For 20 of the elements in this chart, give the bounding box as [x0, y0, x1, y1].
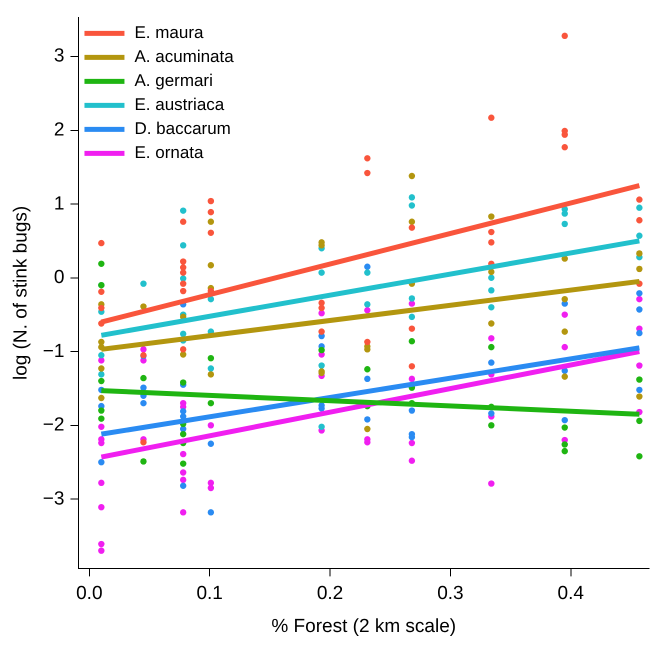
- y-tick-label: 0: [54, 267, 64, 288]
- y-tick-label: −3: [42, 488, 64, 510]
- y-tick-label: −2: [42, 414, 64, 436]
- legend-label: E. ornata: [134, 143, 204, 162]
- y-axis-title: log (N. of stink bugs): [10, 206, 32, 380]
- y-tick-label: 2: [54, 119, 64, 140]
- x-tick-label: 0.1: [196, 583, 223, 604]
- x-axis-title: % Forest (2 km scale): [271, 616, 456, 637]
- x-tick-label: 0.0: [76, 583, 103, 604]
- legend-label: E. maura: [134, 23, 204, 42]
- y-tick-label: 1: [54, 193, 64, 214]
- x-tick-label: 0.3: [437, 583, 464, 604]
- legend-label: D. baccarum: [134, 119, 231, 138]
- legend-label: A. acuminata: [134, 47, 234, 66]
- y-tick-label: −1: [42, 340, 64, 362]
- x-tick-label: 0.4: [558, 583, 584, 604]
- x-tick-label: 0.2: [316, 583, 344, 604]
- legend-label: A. germari: [134, 71, 213, 90]
- y-tick-label: 3: [54, 46, 64, 67]
- legend-label: E. austriaca: [134, 95, 225, 114]
